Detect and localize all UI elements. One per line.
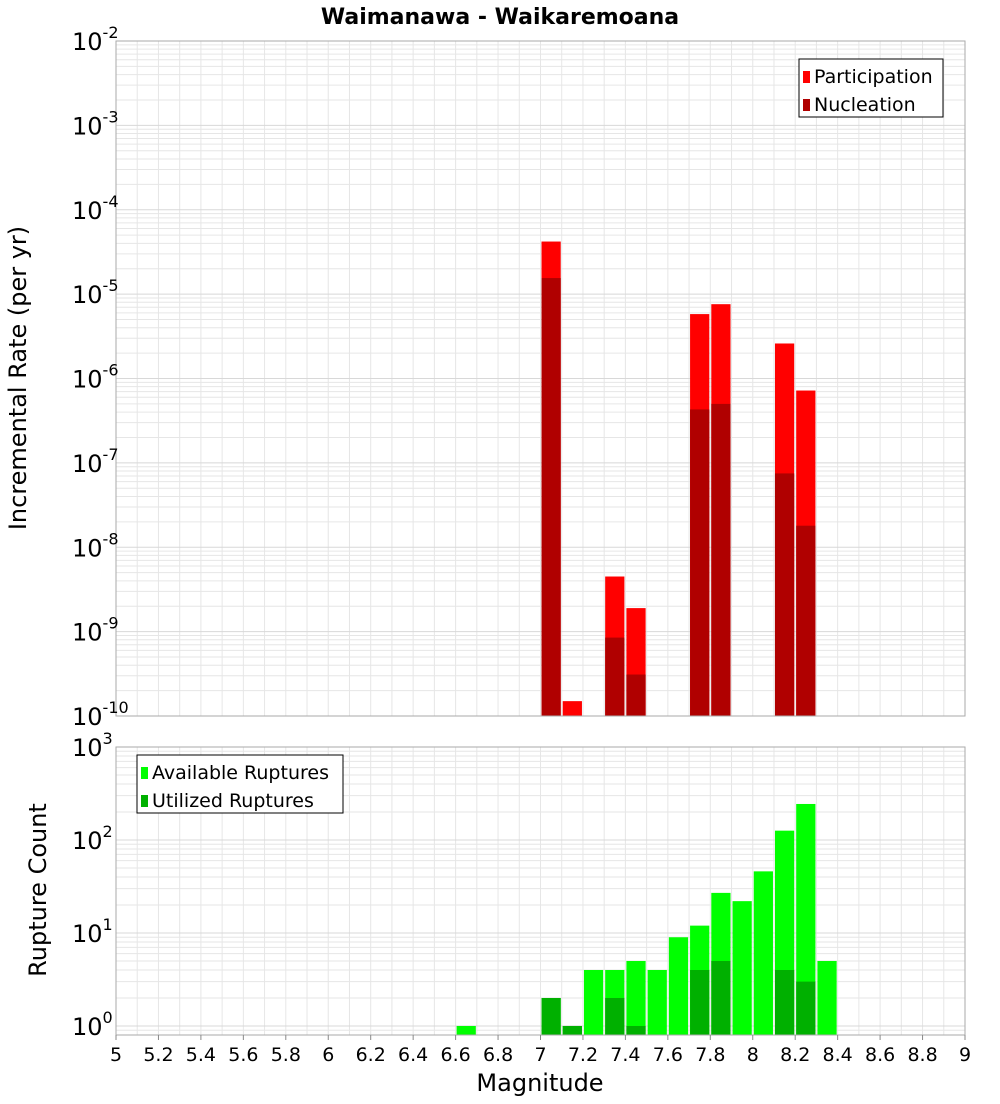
bottom-bar-available-ruptures xyxy=(647,969,667,1035)
top-y-tick-label: 10-4 xyxy=(72,192,119,225)
top-y-axis-label: Incremental Rate (per yr) xyxy=(4,226,32,530)
bottom-bar-available-ruptures xyxy=(626,960,646,1035)
top-bar-nucleation xyxy=(690,409,710,716)
top-bar-nucleation xyxy=(626,674,646,716)
top-legend-label: Participation xyxy=(814,66,933,88)
bottom-bar-available-ruptures xyxy=(668,937,689,1035)
bottom-legend-label: Utilized Ruptures xyxy=(152,790,314,812)
top-bar-nucleation xyxy=(541,278,561,716)
bottom-legend-swatch xyxy=(141,767,148,779)
x-tick-label: 5.2 xyxy=(143,1044,173,1066)
x-tick-label: 5 xyxy=(110,1044,122,1066)
top-bar-nucleation xyxy=(605,637,625,716)
x-tick-label: 9 xyxy=(959,1044,971,1066)
bottom-bar-utilized-ruptures xyxy=(690,969,710,1035)
top-bar-nucleation xyxy=(796,525,816,716)
top-bar-nucleation xyxy=(774,473,795,716)
top-y-tick-label: 10-10 xyxy=(72,698,129,731)
top-y-tick-label: 10-3 xyxy=(72,107,119,140)
top-y-tick-label: 10-9 xyxy=(72,614,119,647)
bottom-bar-utilized-ruptures xyxy=(605,997,625,1035)
bottom-panel: 103 102 101 100 Available Ruptures Utilized R… xyxy=(72,729,971,1066)
x-tick-label: 7.4 xyxy=(610,1044,640,1066)
x-axis-label: Magnitude xyxy=(476,1069,603,1097)
top-y-tick-label: 10-8 xyxy=(72,529,119,562)
bottom-legend xyxy=(136,754,344,814)
top-y-tick-label: 10-5 xyxy=(72,276,119,309)
x-tick-label: 8.8 xyxy=(907,1044,937,1066)
top-y-tick-label: 10-2 xyxy=(72,23,119,56)
bottom-legend-label: Available Ruptures xyxy=(152,762,329,784)
x-tick-label: 6.8 xyxy=(483,1044,513,1066)
top-legend-swatch xyxy=(803,71,810,83)
top-panel: 10-2 10-3 10-4 10-5 10-6 10-7 10-8 10-9 10-10 Par… xyxy=(72,23,966,731)
x-tick-label: 6 xyxy=(322,1044,334,1066)
bottom-bar-utilized-ruptures xyxy=(626,1025,646,1035)
x-tick-label: 5.4 xyxy=(186,1044,216,1066)
x-tick-label: 5.6 xyxy=(228,1044,258,1066)
x-tick-label: 7.6 xyxy=(653,1044,683,1066)
bottom-bar-available-ruptures xyxy=(732,901,752,1035)
x-tick-label: 8.4 xyxy=(823,1044,853,1066)
bottom-y-tick-label: 102 xyxy=(72,822,113,855)
top-legend-label: Nucleation xyxy=(814,94,916,116)
bottom-bar-available-ruptures xyxy=(817,960,837,1035)
bottom-y-tick-label: 100 xyxy=(72,1008,113,1041)
x-tick-label: 6.2 xyxy=(356,1044,386,1066)
bottom-bar-utilized-ruptures xyxy=(796,981,816,1035)
top-legend xyxy=(798,58,944,118)
x-tick-label: 8 xyxy=(747,1044,759,1066)
bottom-bar-available-ruptures xyxy=(796,803,816,1035)
x-tick-label: 7.2 xyxy=(568,1044,598,1066)
top-y-tick-label: 10-7 xyxy=(72,445,119,478)
bottom-bar-utilized-ruptures xyxy=(711,960,731,1035)
top-bar-nucleation xyxy=(711,403,731,716)
top-plot-frame xyxy=(115,40,966,717)
x-tick-label: 7 xyxy=(534,1044,546,1066)
top-legend-swatch xyxy=(803,99,810,111)
x-tick-label: 8.6 xyxy=(865,1044,895,1066)
bottom-legend-swatch xyxy=(141,795,148,807)
x-tick-label: 6.4 xyxy=(398,1044,428,1066)
top-bar-participation xyxy=(562,701,582,716)
x-tick-label: 8.2 xyxy=(780,1044,810,1066)
bottom-bar-available-ruptures xyxy=(753,871,773,1035)
bottom-bar-available-ruptures xyxy=(456,1025,476,1035)
bottom-bar-available-ruptures xyxy=(583,969,604,1035)
chart-title: Waimanawa - Waikaremoana xyxy=(321,5,679,30)
top-y-tick-label: 10-6 xyxy=(72,361,119,394)
bottom-y-axis-label: Rupture Count xyxy=(24,803,52,977)
bottom-bar-utilized-ruptures xyxy=(774,969,795,1035)
bottom-y-tick-label: 101 xyxy=(72,915,113,948)
bottom-bar-utilized-ruptures xyxy=(562,1025,582,1035)
x-tick-label: 6.6 xyxy=(440,1044,470,1066)
x-tick-label: 7.8 xyxy=(695,1044,725,1066)
x-tick-label: 5.8 xyxy=(271,1044,301,1066)
bottom-bar-utilized-ruptures xyxy=(541,997,561,1035)
bottom-y-tick-label: 103 xyxy=(72,729,113,762)
